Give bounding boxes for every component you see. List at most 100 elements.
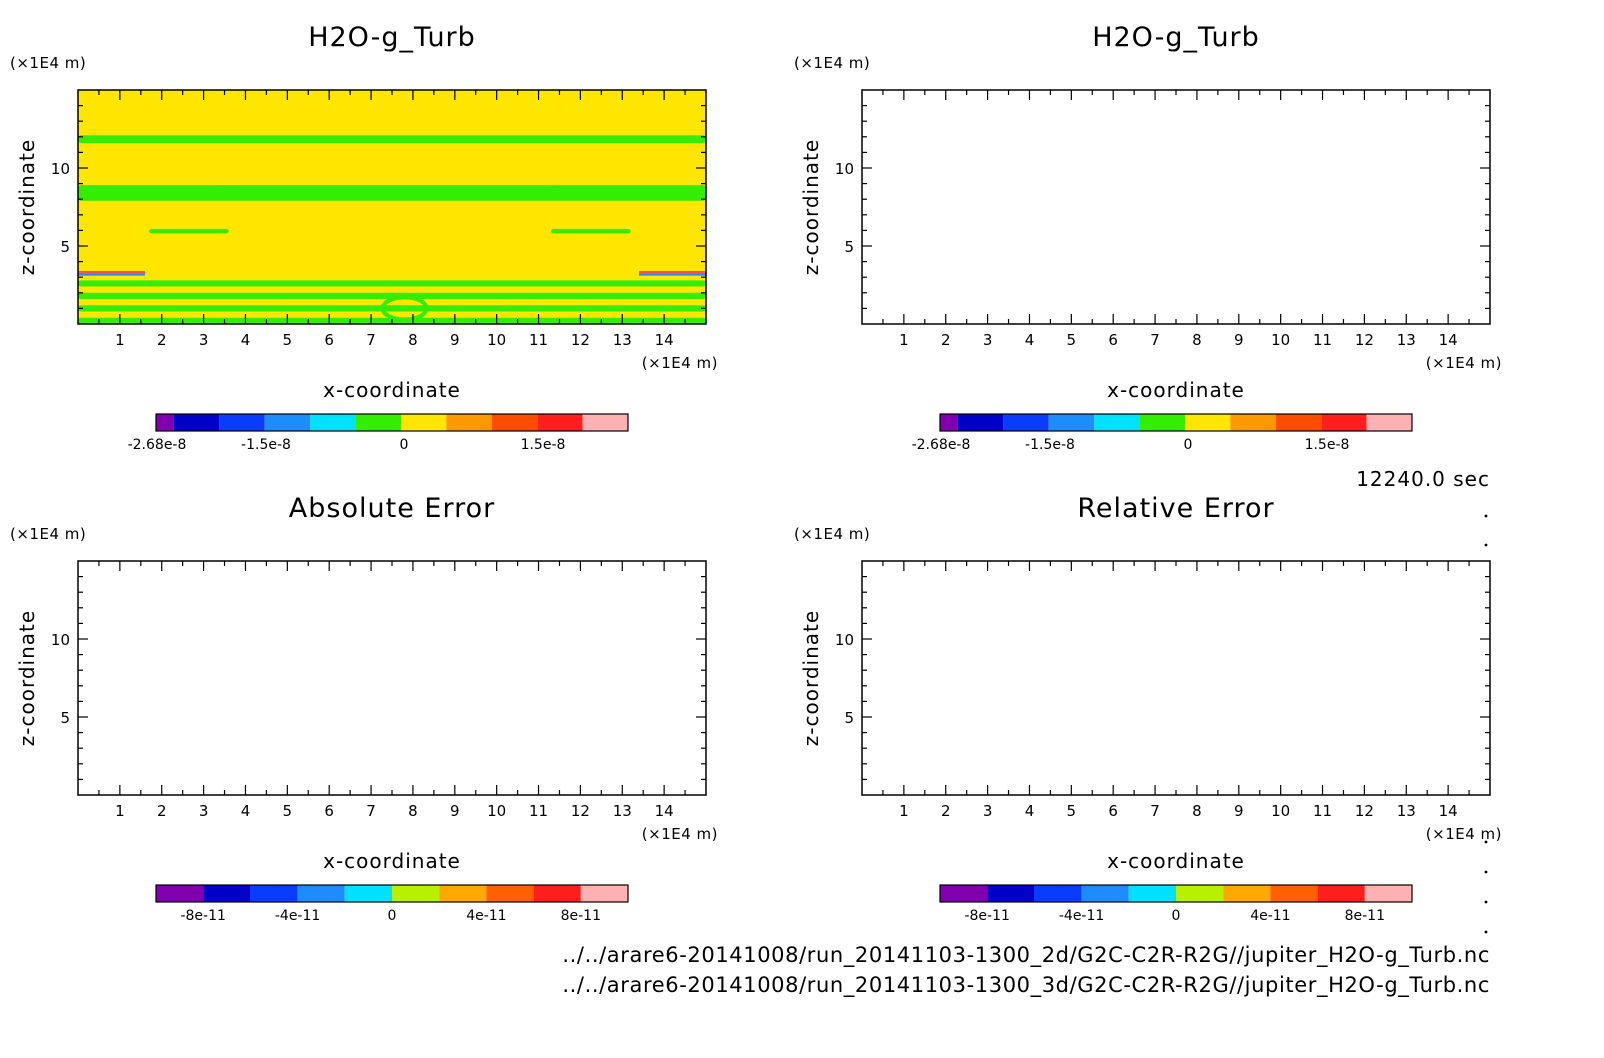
x-unit-label: (×1E4 m) <box>1426 354 1502 372</box>
field-band <box>551 228 631 234</box>
colorbar-swatch <box>156 885 204 902</box>
x-tick-label: 2 <box>157 802 167 820</box>
x-tick-label: 7 <box>366 331 376 349</box>
colorbar-frame <box>155 413 629 432</box>
y-unit-label: (×1E4 m) <box>794 525 870 543</box>
chart-panel-3: Absolute Error(×1E4 m)(×1E4 m)1 2 3 4 5 6 7 8 9 1… <box>10 493 718 924</box>
x-tick-label: 4 <box>1025 802 1035 820</box>
x-axis-label: x-coordinate <box>1107 849 1245 873</box>
x-tick-label: 5 <box>283 802 293 820</box>
y-tick-label: 5 <box>60 709 70 727</box>
x-tick-label: 3 <box>983 331 993 349</box>
colorbar-tick-label: -2.68e-8 <box>912 437 971 453</box>
colorbar-swatch <box>957 414 1004 431</box>
chart-title: Absolute Error <box>289 493 495 524</box>
colorbar-swatch <box>355 414 401 431</box>
colorbar-swatch <box>310 414 356 431</box>
x-tick-label: 6 <box>1108 802 1118 820</box>
field-band <box>78 292 706 300</box>
margin-dot <box>1484 870 1488 874</box>
margin-dot <box>1484 900 1488 904</box>
colorbar-tick-label: 0 <box>400 437 409 453</box>
y-axis-label: z-coordinate <box>15 610 39 746</box>
y-unit-label: (×1E4 m) <box>10 525 86 543</box>
colorbar-swatch <box>250 885 298 902</box>
colorbar-tick-label: -8e-11 <box>964 908 1009 924</box>
x-tick-label: 12 <box>571 802 590 820</box>
x-tick-label: 2 <box>157 331 167 349</box>
x-tick-label: 3 <box>199 802 209 820</box>
colorbar-swatch <box>1364 885 1412 902</box>
colorbar-swatch <box>1081 885 1129 902</box>
colorbar-swatch <box>533 885 581 902</box>
colorbar-frame <box>939 884 1413 903</box>
margin-dot <box>1484 840 1488 844</box>
chart-panel-1: H2O-g_Turb(×1E4 m)(×1E4 m)1 2 3 4 5 6 7 8 9 10 11 1… <box>10 22 718 453</box>
colorbar-swatch <box>297 885 345 902</box>
plot-area <box>862 561 1490 795</box>
y-unit-label: (×1E4 m) <box>10 54 86 72</box>
colorbar-swatch <box>264 414 311 431</box>
field-band <box>149 228 229 234</box>
field-bubble <box>380 295 429 322</box>
colorbar-swatch <box>1223 885 1271 902</box>
field-background <box>78 90 706 324</box>
colorbar-swatch <box>580 885 628 902</box>
x-tick-label: 8 <box>1192 331 1202 349</box>
field-band <box>78 135 706 144</box>
chart-panel-2: H2O-g_Turb(×1E4 m)(×1E4 m)1 2 3 4 5 6 7 8 9 10 11 1… <box>794 22 1502 453</box>
y-tick-label: 10 <box>835 631 854 649</box>
x-tick-label: 14 <box>1439 331 1458 349</box>
x-unit-label: (×1E4 m) <box>642 825 718 843</box>
x-axis-label: x-coordinate <box>1107 378 1245 402</box>
colorbar-swatch <box>1048 414 1095 431</box>
colorbar-tick-label: 8e-11 <box>1345 908 1385 924</box>
x-tick-label: 12 <box>1355 331 1374 349</box>
colorbar-swatch <box>987 885 1035 902</box>
field-background <box>862 561 1490 795</box>
footer-path-1: ../../arare6-20141008/run_20141103-1300_… <box>562 943 1490 968</box>
colorbar-tick-label: 0 <box>388 908 397 924</box>
x-tick-label: 14 <box>655 331 674 349</box>
chart-title: H2O-g_Turb <box>1092 22 1260 53</box>
x-unit-label: (×1E4 m) <box>642 354 718 372</box>
field-band <box>78 280 706 287</box>
x-tick-label: 5 <box>1067 331 1077 349</box>
x-tick-label: 1 <box>115 802 125 820</box>
colorbar-swatch <box>1003 414 1049 431</box>
margin-dot <box>1484 543 1488 547</box>
x-tick-label: 13 <box>1397 331 1416 349</box>
x-tick-label: 7 <box>1150 331 1160 349</box>
colorbar-swatch <box>1128 885 1176 902</box>
time-label: 12240.0 sec <box>1356 467 1490 491</box>
colorbar-frame <box>155 884 629 903</box>
colorbar-swatch <box>1176 885 1224 902</box>
colorbar-swatch <box>1094 414 1140 431</box>
x-tick-label: 6 <box>324 331 334 349</box>
colorbar-tick-label: 4e-11 <box>1250 908 1290 924</box>
y-axis-label: z-coordinate <box>799 610 823 746</box>
field-background <box>78 561 706 795</box>
x-tick-label: 1 <box>899 802 909 820</box>
field-band <box>639 270 706 274</box>
colorbar-swatch <box>344 885 392 902</box>
x-tick-label: 8 <box>1192 802 1202 820</box>
x-tick-label: 3 <box>983 802 993 820</box>
x-tick-label: 13 <box>1397 802 1416 820</box>
colorbar-swatch <box>1317 885 1365 902</box>
colorbar-swatch <box>1230 414 1276 431</box>
x-tick-label: 11 <box>1313 331 1332 349</box>
x-tick-label: 4 <box>241 802 251 820</box>
colorbar-swatch <box>392 885 440 902</box>
colorbar-swatch <box>173 414 220 431</box>
x-tick-label: 1 <box>899 331 909 349</box>
colorbar-swatch <box>400 414 447 431</box>
plot-area <box>862 90 1490 324</box>
x-axis-label: x-coordinate <box>323 849 461 873</box>
colorbar-swatch <box>219 414 265 431</box>
x-tick-label: 7 <box>1150 802 1160 820</box>
chart-title: H2O-g_Turb <box>308 22 476 53</box>
colorbar-tick-label: 0 <box>1184 437 1193 453</box>
y-axis-label: z-coordinate <box>15 139 39 275</box>
colorbar-swatch <box>537 414 583 431</box>
